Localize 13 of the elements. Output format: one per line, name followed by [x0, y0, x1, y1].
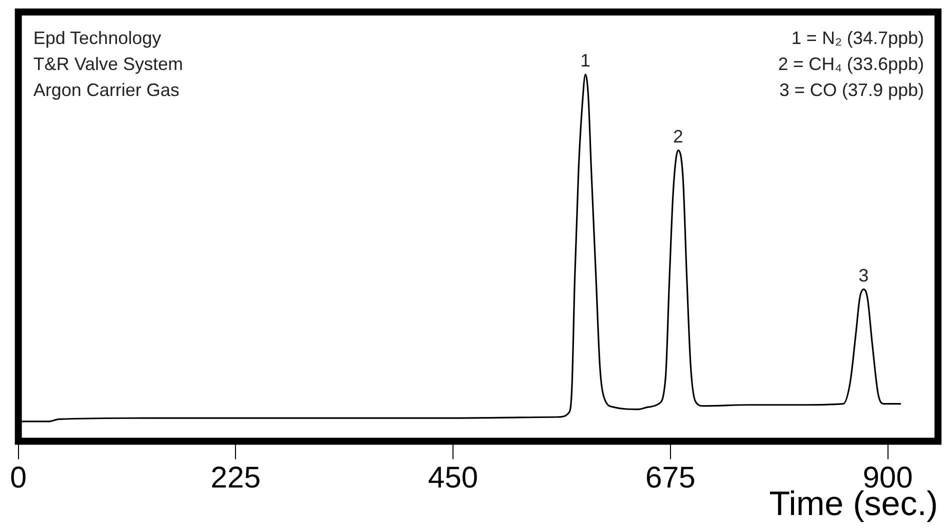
x-tick-label: 225	[210, 461, 261, 494]
annotation: 1	[580, 50, 590, 70]
annotation: 2	[673, 126, 684, 146]
x-tick-label: 450	[428, 461, 478, 494]
annotation: Argon Carrier Gas	[33, 80, 180, 100]
annotation: 3 = CO (37.9 ppb)	[779, 80, 924, 100]
text: 1 = N₂ (34.7ppb)	[791, 28, 924, 48]
x-tick-label: 0	[10, 461, 27, 494]
text: T&R Valve System	[33, 54, 184, 74]
text: 2 = CH₄ (33.6ppb)	[778, 54, 924, 74]
annotation: 3	[858, 265, 869, 286]
text: Epd Technology	[33, 28, 162, 48]
x-tick-label: 675	[645, 461, 696, 494]
